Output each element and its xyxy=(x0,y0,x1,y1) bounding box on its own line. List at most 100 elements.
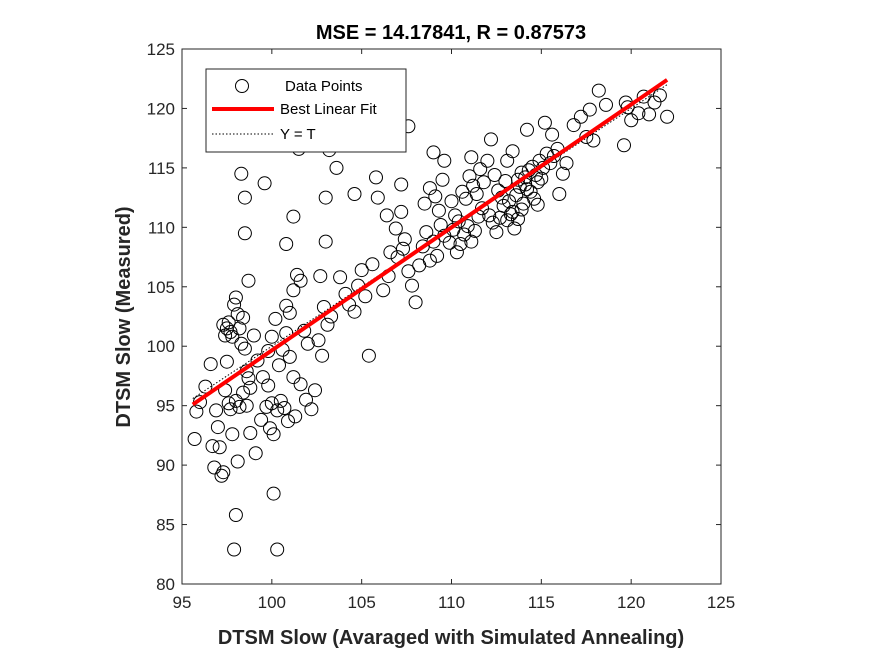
x-tick-label-0: 95 xyxy=(173,593,192,612)
data-point-15 xyxy=(223,402,238,417)
data-point-155 xyxy=(473,162,488,177)
data-point-156 xyxy=(476,175,491,190)
data-point-71 xyxy=(282,305,297,320)
data-point-41 xyxy=(237,226,252,241)
data-point-152 xyxy=(462,169,477,184)
data-point-65 xyxy=(272,358,286,373)
y-tick-label-1: 85 xyxy=(156,516,175,535)
data-point-93 xyxy=(318,234,333,249)
data-point-125 xyxy=(422,253,437,268)
data-point-53 xyxy=(259,399,274,414)
ticks: 95 100 105 110 115 120 125 80 85 90 95 100 105 110 115… xyxy=(147,40,736,612)
data-point-214 xyxy=(624,113,639,128)
data-point-188 xyxy=(546,149,561,163)
data-point-48 xyxy=(261,378,276,393)
data-point-4 xyxy=(203,357,218,372)
data-point-140 xyxy=(442,235,457,250)
data-point-99 xyxy=(347,304,362,319)
data-point-145 xyxy=(460,219,475,234)
data-point-51 xyxy=(248,446,263,461)
data-point-63 xyxy=(264,329,279,344)
data-point-104 xyxy=(365,257,380,272)
data-point-207 xyxy=(573,109,588,124)
y-tick-label-8: 120 xyxy=(147,99,175,118)
data-point-45 xyxy=(246,328,261,343)
data-point-201 xyxy=(545,127,560,142)
data-point-135 xyxy=(426,145,441,160)
data-point-95 xyxy=(329,160,344,175)
data-point-127 xyxy=(430,248,445,263)
data-point-52 xyxy=(254,412,269,427)
data-point-146 xyxy=(464,234,479,249)
data-point-92 xyxy=(313,269,328,284)
data-point-122 xyxy=(379,208,394,223)
data-point-55 xyxy=(266,427,281,442)
data-point-35 xyxy=(243,380,258,395)
data-point-142 xyxy=(449,245,464,260)
x-tick-label-5: 120 xyxy=(617,593,645,612)
data-point-133 xyxy=(431,203,446,218)
data-point-5 xyxy=(205,439,220,454)
data-point-107 xyxy=(376,283,391,298)
x-axis-title: DTSM Slow (Avaraged with Simulated Annea… xyxy=(218,627,684,649)
data-point-31 xyxy=(236,310,251,325)
data-point-3 xyxy=(198,379,213,394)
data-point-139 xyxy=(451,214,466,229)
data-point-209 xyxy=(582,102,597,117)
y-axis-title: DTSM Slow (Measured) xyxy=(113,206,135,427)
data-point-56 xyxy=(270,403,285,418)
data-point-50 xyxy=(243,426,258,440)
data-point-8 xyxy=(210,420,225,435)
data-point-69 xyxy=(286,370,301,385)
y-tick-label-0: 80 xyxy=(156,575,175,594)
data-point-96 xyxy=(333,270,348,285)
y-tick-label-3: 95 xyxy=(156,397,175,416)
y-tick-label-4: 100 xyxy=(147,337,175,356)
data-point-115 xyxy=(408,295,423,310)
data-point-171 xyxy=(485,215,500,230)
data-point-218 xyxy=(647,95,662,110)
data-point-121 xyxy=(394,177,409,192)
data-point-130 xyxy=(417,196,432,211)
data-point-200 xyxy=(537,115,552,130)
y-tick-label-9: 125 xyxy=(147,40,175,59)
data-point-17 xyxy=(227,542,242,557)
data-point-80 xyxy=(279,237,294,251)
data-point-154 xyxy=(469,187,484,201)
data-point-26 xyxy=(227,297,242,312)
x-tick-label-6: 125 xyxy=(707,593,735,612)
data-point-172 xyxy=(489,225,504,240)
data-point-81 xyxy=(286,209,301,224)
data-point-14 xyxy=(221,396,236,411)
data-point-204 xyxy=(559,156,574,171)
x-tick-label-3: 110 xyxy=(438,593,465,612)
data-point-7 xyxy=(209,403,224,418)
data-point-11 xyxy=(216,465,231,480)
data-point-9 xyxy=(212,440,227,455)
data-point-124 xyxy=(419,225,434,240)
legend-label-data-points: Data Points xyxy=(285,78,363,95)
data-point-196 xyxy=(534,171,549,186)
data-point-106 xyxy=(370,190,385,205)
data-point-70 xyxy=(279,298,294,313)
data-point-150 xyxy=(455,184,470,199)
data-point-32 xyxy=(237,341,252,356)
data-point-64 xyxy=(268,311,283,326)
data-point-160 xyxy=(464,150,479,165)
data-point-86 xyxy=(315,348,330,363)
data-point-103 xyxy=(361,348,376,363)
legend-label-identity: Y = T xyxy=(280,126,316,143)
y-tick-label-5: 105 xyxy=(147,278,175,297)
data-point-16 xyxy=(225,427,240,442)
data-point-170 xyxy=(482,208,497,223)
plot-area xyxy=(187,78,675,557)
data-point-23 xyxy=(221,315,236,330)
data-point-166 xyxy=(509,188,524,203)
data-point-77 xyxy=(288,409,303,424)
data-point-83 xyxy=(304,402,319,417)
data-point-212 xyxy=(617,138,631,153)
data-point-193 xyxy=(523,184,538,199)
data-point-19 xyxy=(230,454,245,469)
data-point-178 xyxy=(511,212,525,226)
